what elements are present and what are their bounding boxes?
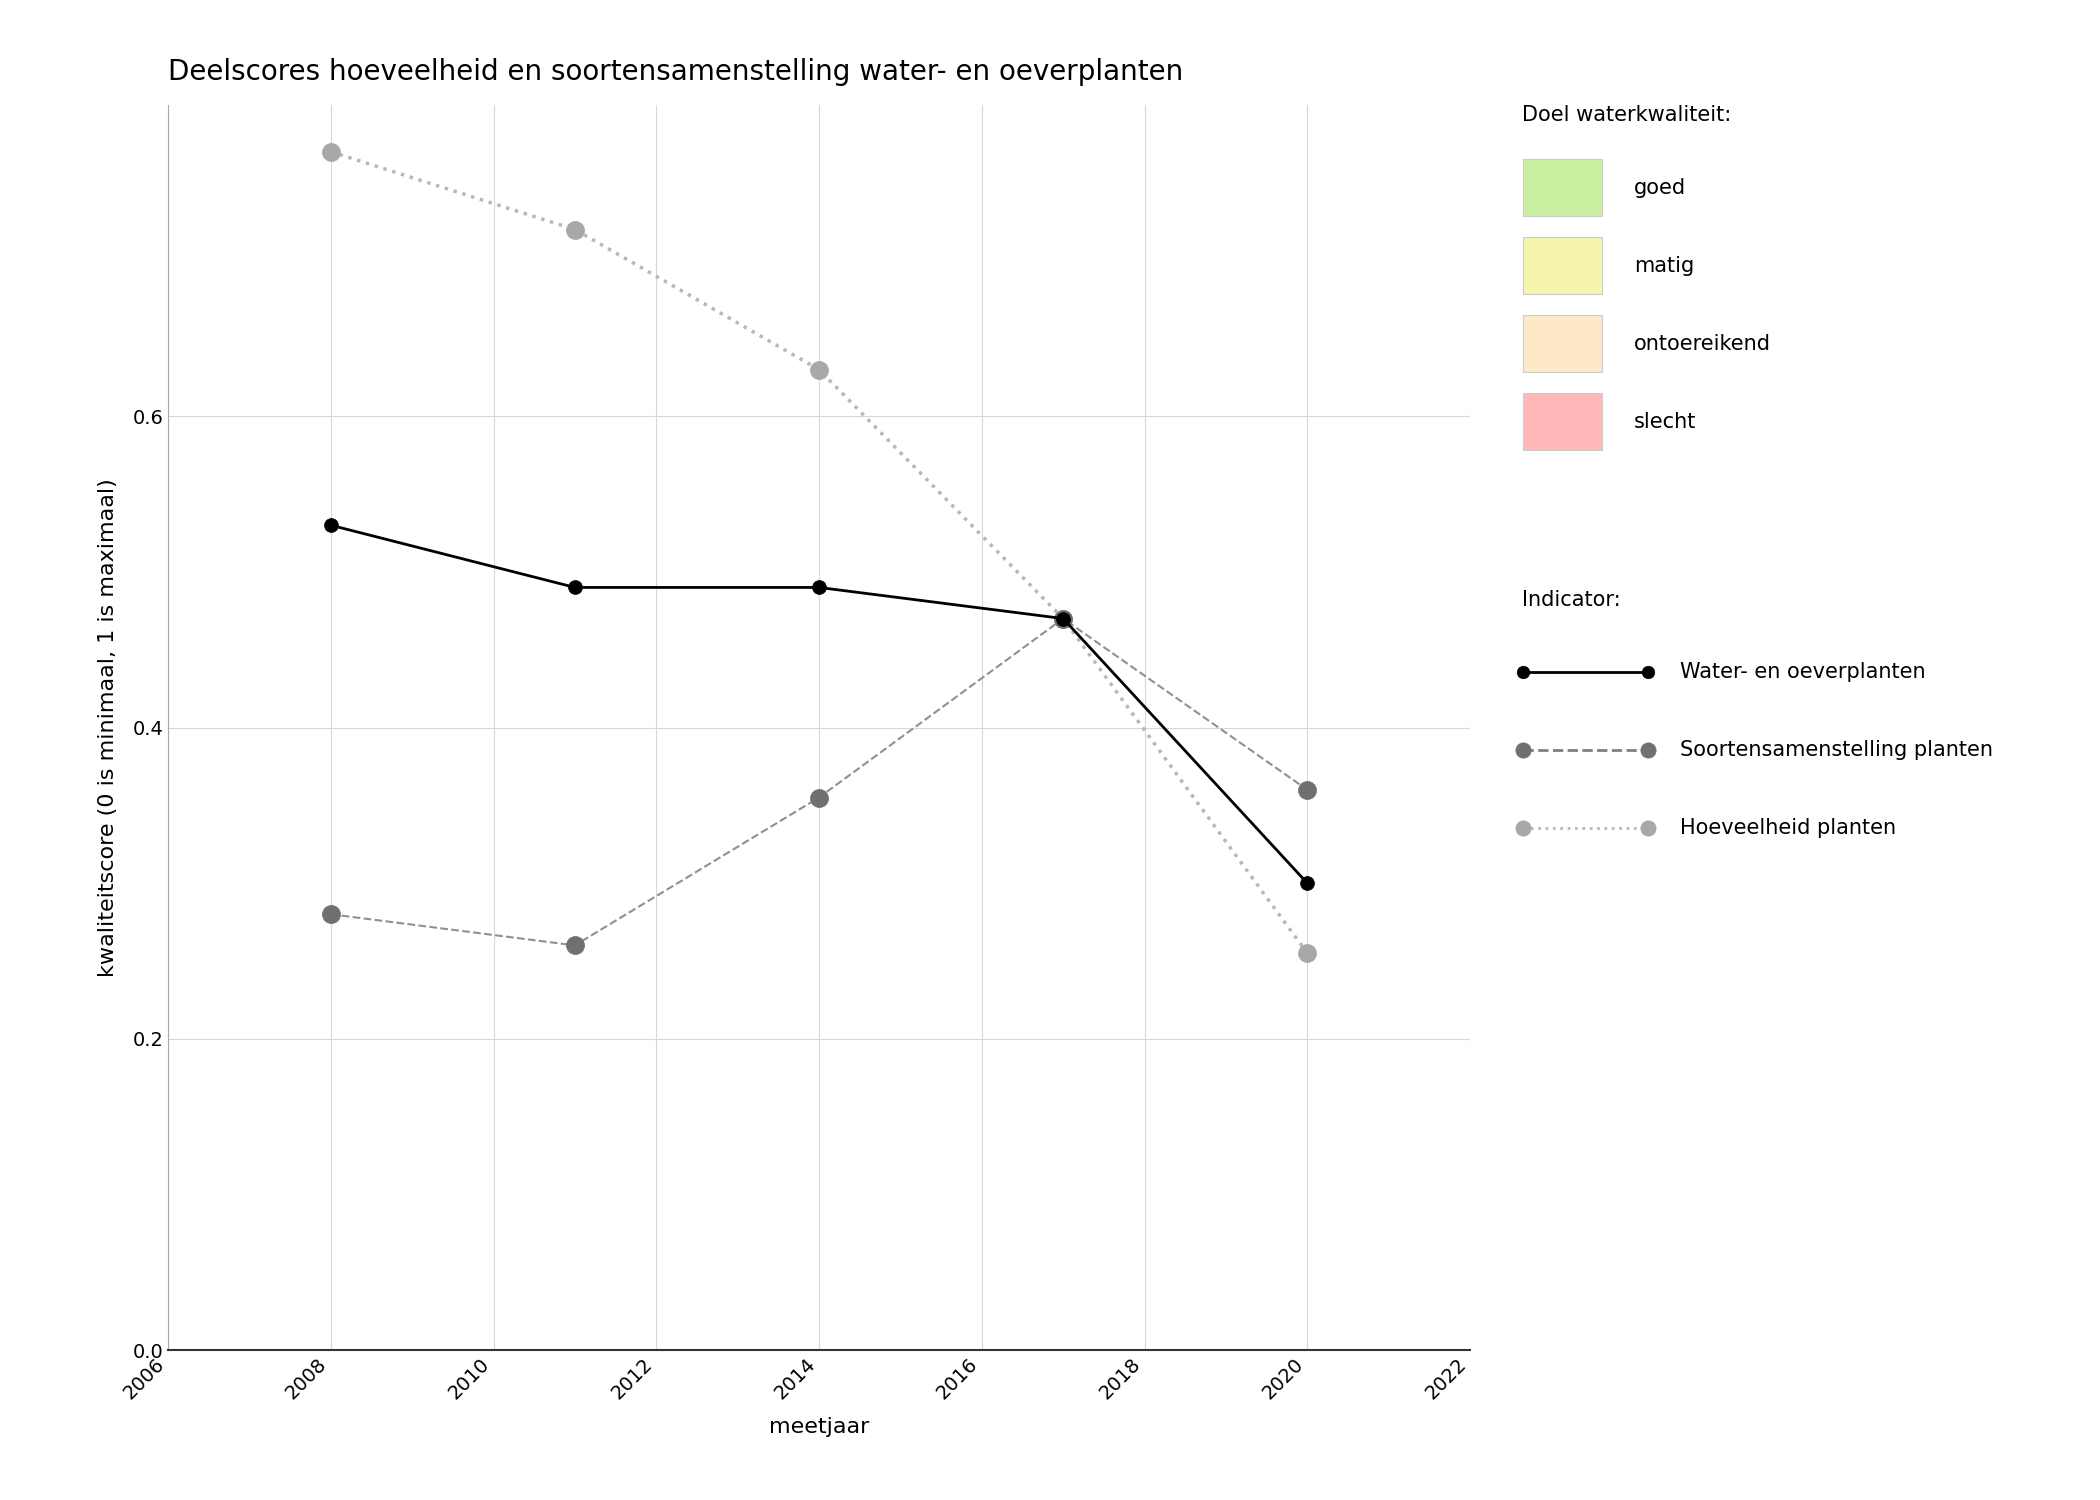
Text: Deelscores hoeveelheid en soortensamenstelling water- en oeverplanten: Deelscores hoeveelheid en soortensamenst… [168,58,1182,86]
Text: Hoeveelheid planten: Hoeveelheid planten [1680,818,1896,839]
Text: slecht: slecht [1634,411,1697,432]
Text: Indicator:: Indicator: [1522,590,1621,609]
Text: Doel waterkwaliteit:: Doel waterkwaliteit: [1522,105,1732,125]
Text: goed: goed [1634,177,1686,198]
Text: Water- en oeverplanten: Water- en oeverplanten [1680,662,1926,682]
Text: matig: matig [1634,255,1695,276]
Text: Soortensamenstelling planten: Soortensamenstelling planten [1680,740,1993,760]
Y-axis label: kwaliteitscore (0 is minimaal, 1 is maximaal): kwaliteitscore (0 is minimaal, 1 is maxi… [99,478,118,976]
Text: ontoereikend: ontoereikend [1634,333,1770,354]
X-axis label: meetjaar: meetjaar [769,1418,869,1437]
